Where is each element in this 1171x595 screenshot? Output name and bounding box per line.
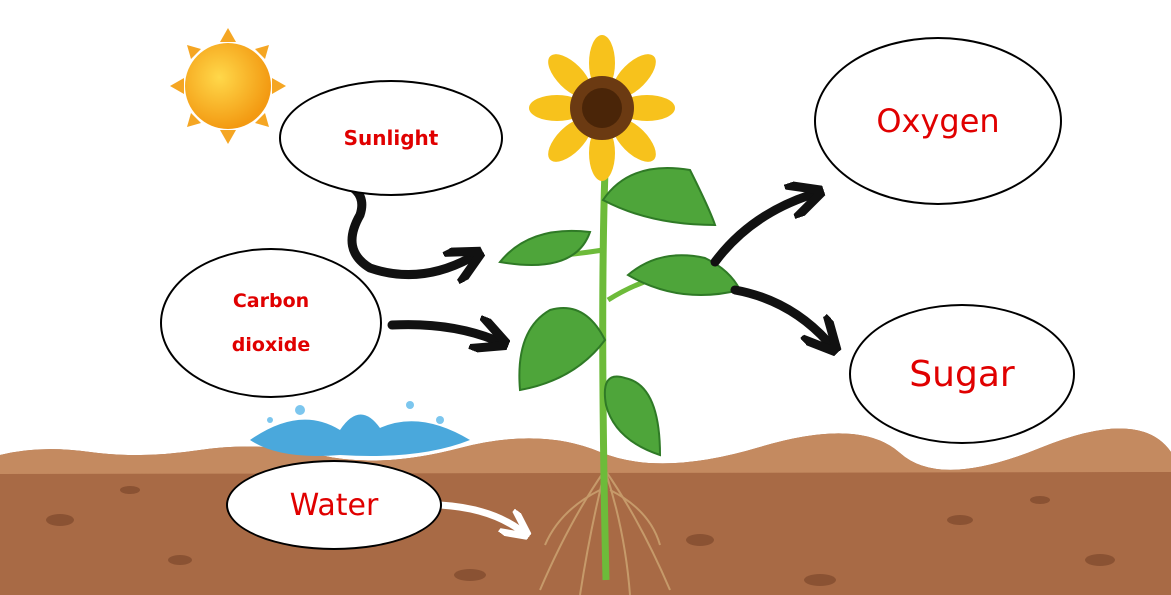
sugar-label: Sugar bbox=[849, 304, 1075, 444]
sunlight-label: Sunlight bbox=[279, 80, 503, 196]
carbon-dioxide-label: Carbon dioxide bbox=[160, 248, 382, 398]
oxygen-label: Oxygen bbox=[814, 37, 1062, 205]
water-label: Water bbox=[226, 460, 442, 550]
label-text: Carbon dioxide bbox=[216, 279, 326, 367]
label-text: Oxygen bbox=[876, 102, 999, 140]
label-text: Water bbox=[290, 488, 379, 523]
label-text: Sunlight bbox=[344, 126, 439, 150]
label-text: Sugar bbox=[909, 354, 1014, 395]
page: Sunlight Carbon dioxide Water Oxygen Sug… bbox=[0, 0, 1171, 595]
